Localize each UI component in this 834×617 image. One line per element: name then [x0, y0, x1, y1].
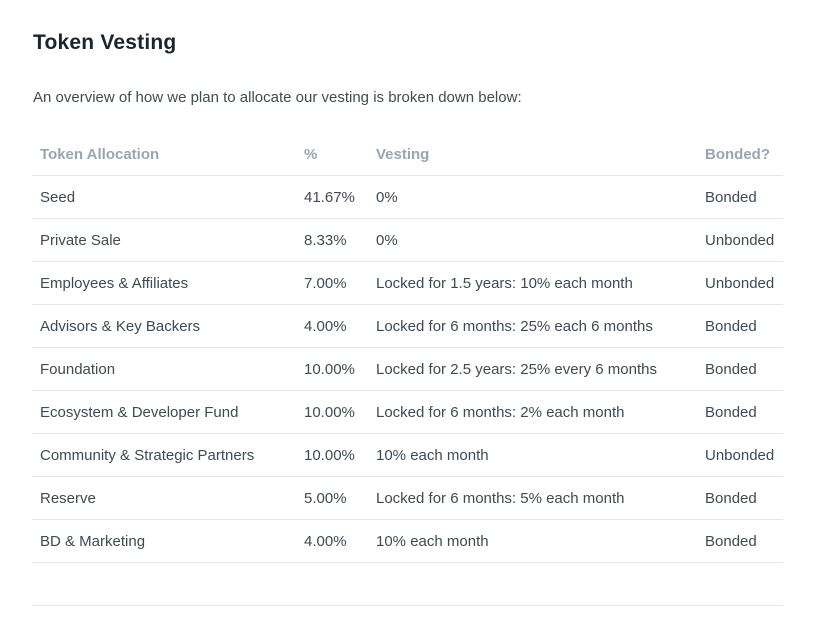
cell-percent: 10.00% [304, 403, 355, 421]
intro-text: An overview of how we plan to allocate o… [33, 89, 522, 106]
cell-token-allocation: Employees & Affiliates [40, 274, 189, 292]
cell-vesting: Locked for 6 months: 5% each month [376, 489, 625, 507]
cell-token-allocation: Seed [40, 188, 76, 206]
cell-vesting: Locked for 6 months: 25% each 6 months [376, 317, 653, 335]
vesting-table: Token Allocation % Vesting Bonded? Seed … [32, 133, 783, 606]
column-header-vesting: Vesting [376, 145, 430, 163]
table-row: Foundation 10.00% Locked for 2.5 years: … [32, 348, 783, 391]
cell-vesting: Locked for 2.5 years: 25% every 6 months [376, 360, 657, 378]
cell-token-allocation: Ecosystem & Developer Fund [40, 403, 239, 421]
page-title: Token Vesting [33, 31, 177, 54]
table-empty-row [32, 563, 783, 606]
cell-vesting: Locked for 1.5 years: 10% each month [376, 274, 633, 292]
table-row: BD & Marketing 4.00% 10% each month Bond… [32, 520, 783, 563]
cell-token-allocation: Reserve [40, 489, 96, 507]
cell-percent: 4.00% [304, 532, 347, 550]
cell-percent: 7.00% [304, 274, 347, 292]
cell-percent: 10.00% [304, 360, 355, 378]
cell-percent: 41.67% [304, 188, 355, 206]
cell-vesting: 10% each month [376, 446, 489, 464]
table-row: Community & Strategic Partners 10.00% 10… [32, 434, 783, 477]
cell-bonded: Bonded [705, 403, 757, 421]
table-header-row: Token Allocation % Vesting Bonded? [32, 133, 783, 176]
cell-percent: 4.00% [304, 317, 347, 335]
table-row: Advisors & Key Backers 4.00% Locked for … [32, 305, 783, 348]
cell-token-allocation: Private Sale [40, 231, 121, 249]
cell-percent: 8.33% [304, 231, 347, 249]
table-row: Seed 41.67% 0% Bonded [32, 176, 783, 219]
cell-bonded: Bonded [705, 360, 757, 378]
cell-vesting: Locked for 6 months: 2% each month [376, 403, 625, 421]
cell-token-allocation: Advisors & Key Backers [40, 317, 201, 335]
table-row: Reserve 5.00% Locked for 6 months: 5% ea… [32, 477, 783, 520]
cell-vesting: 0% [376, 188, 398, 206]
cell-vesting: 10% each month [376, 532, 489, 550]
cell-bonded: Unbonded [705, 274, 775, 292]
cell-token-allocation: Foundation [40, 360, 116, 378]
table-row: Ecosystem & Developer Fund 10.00% Locked… [32, 391, 783, 434]
cell-token-allocation: BD & Marketing [40, 532, 146, 550]
cell-token-allocation: Community & Strategic Partners [40, 446, 255, 464]
cell-bonded: Unbonded [705, 231, 775, 249]
cell-bonded: Bonded [705, 489, 757, 507]
table-row: Private Sale 8.33% 0% Unbonded [32, 219, 783, 262]
cell-bonded: Bonded [705, 317, 757, 335]
cell-percent: 5.00% [304, 489, 347, 507]
table-row: Employees & Affiliates 7.00% Locked for … [32, 262, 783, 305]
cell-vesting: 0% [376, 231, 398, 249]
cell-percent: 10.00% [304, 446, 355, 464]
column-header-percent: % [304, 145, 318, 163]
cell-bonded: Unbonded [705, 446, 775, 464]
cell-bonded: Bonded [705, 532, 757, 550]
cell-bonded: Bonded [705, 188, 757, 206]
column-header-bonded: Bonded? [705, 145, 770, 163]
column-header-token-allocation: Token Allocation [40, 145, 160, 163]
